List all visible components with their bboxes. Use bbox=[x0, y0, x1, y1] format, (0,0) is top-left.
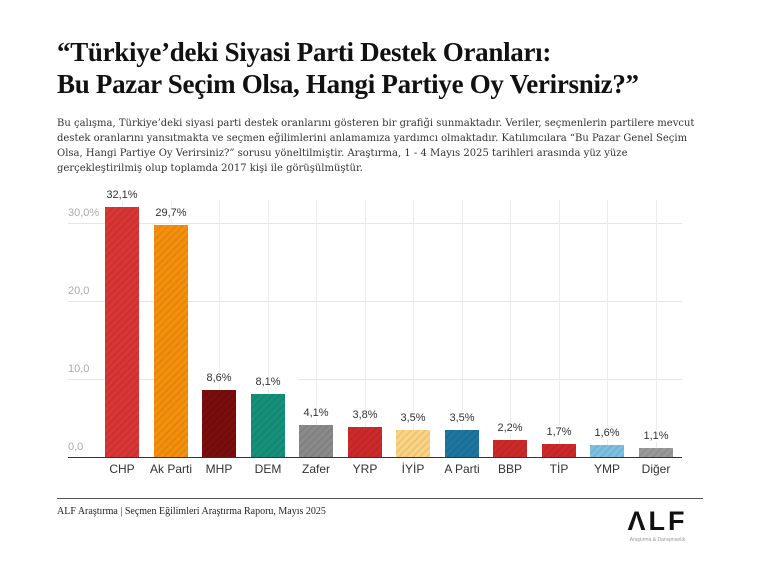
vertical-gridline bbox=[268, 200, 269, 457]
x-tick-label: MHP bbox=[205, 462, 233, 476]
vertical-gridline bbox=[462, 200, 463, 457]
bar-dem bbox=[251, 394, 285, 457]
logo-mark: ΛLF bbox=[627, 506, 688, 536]
bar-bbp bbox=[493, 440, 527, 457]
description: Bu çalışma, Türkiye’deki siyasi parti de… bbox=[57, 118, 695, 174]
value-label: 8,6% bbox=[189, 372, 249, 384]
value-label: 3,8% bbox=[335, 409, 395, 421]
x-tick-label: YRP bbox=[352, 462, 378, 476]
vertical-gridline bbox=[510, 200, 511, 457]
logo-subtitle: Araştırma & Danışmanlık bbox=[629, 537, 686, 543]
footer-divider bbox=[57, 498, 703, 499]
value-label: 8,1% bbox=[238, 376, 298, 388]
value-label: 4,1% bbox=[286, 407, 346, 419]
bar-zafer bbox=[299, 425, 333, 457]
bar-a-parti bbox=[445, 430, 479, 457]
x-tick-label: CHP bbox=[109, 462, 135, 476]
x-tick-label: Zafer bbox=[301, 462, 330, 476]
x-tick-label: Ak Parti bbox=[149, 462, 192, 476]
alf-logo: ΛLF Araştırma & Danışmanlık bbox=[610, 508, 705, 548]
vertical-gridline bbox=[219, 200, 220, 457]
x-tick-label: A Parti bbox=[444, 462, 480, 476]
y-tick-10: 10,0 bbox=[68, 363, 90, 375]
bar-chp bbox=[105, 207, 139, 457]
value-label: 1,6% bbox=[577, 427, 637, 439]
x-tick-label: BBP bbox=[497, 462, 522, 476]
vertical-gridline bbox=[607, 200, 608, 457]
x-tick-label: TİP bbox=[549, 462, 569, 476]
value-label: 32,1% bbox=[92, 189, 152, 201]
value-label: 3,5% bbox=[432, 412, 492, 424]
x-tick-label: Diğer bbox=[641, 462, 671, 476]
title-line-1: “Türkiye’deki Siyasi Parti Destek Oranla… bbox=[57, 37, 552, 67]
x-tick-label: İYİP bbox=[401, 462, 425, 476]
value-label: 3,5% bbox=[383, 412, 443, 424]
x-axis-line bbox=[68, 457, 682, 458]
x-tick-label: DEM bbox=[254, 462, 282, 476]
y-tick-0: 0,0 bbox=[68, 441, 84, 453]
bar-ak-parti bbox=[154, 225, 188, 457]
bar-i̇yi̇p bbox=[396, 430, 430, 457]
gridline-30 bbox=[68, 223, 682, 224]
bar-chart: 30,0% 20,0 10,0 0,0 32,1% CHP 29,7% Ak Part… bbox=[68, 189, 686, 476]
bar-ymp bbox=[590, 445, 624, 457]
bar-diğer bbox=[639, 448, 673, 457]
value-label: 29,7% bbox=[141, 207, 201, 219]
page-title: “Türkiye’deki Siyasi Parti Destek Oranla… bbox=[57, 36, 737, 100]
x-tick-label: YMP bbox=[593, 462, 620, 476]
value-label: 1,1% bbox=[626, 430, 686, 442]
bar-ti̇p bbox=[542, 444, 576, 457]
footer-source: ALF Araştırma | Seçmen Eğilimleri Araştı… bbox=[57, 506, 326, 517]
vertical-gridline bbox=[316, 200, 317, 457]
value-label: 1,7% bbox=[529, 426, 589, 438]
bar-yrp bbox=[348, 427, 382, 457]
y-tick-30: 30,0% bbox=[68, 207, 100, 219]
vertical-gridline bbox=[559, 200, 560, 457]
gridline-10 bbox=[68, 379, 682, 380]
bar-mhp bbox=[202, 390, 236, 457]
y-tick-20: 20,0 bbox=[68, 285, 90, 297]
title-line-2: Bu Pazar Seçim Olsa, Hangi Partiye Oy Ve… bbox=[57, 69, 639, 99]
value-label: 2,2% bbox=[480, 422, 540, 434]
vertical-gridline bbox=[656, 200, 657, 457]
vertical-gridline bbox=[365, 200, 366, 457]
gridline-20 bbox=[68, 301, 682, 302]
vertical-gridline bbox=[413, 200, 414, 457]
